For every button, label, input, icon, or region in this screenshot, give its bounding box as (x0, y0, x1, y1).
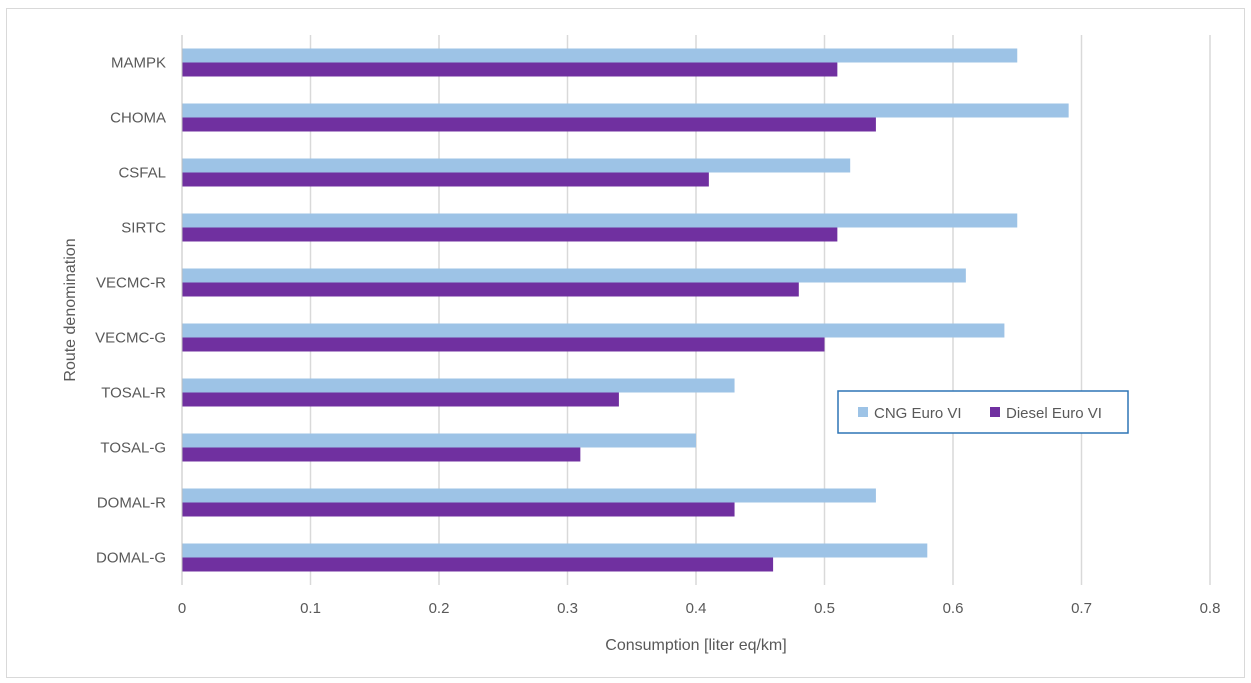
bars (182, 48, 1069, 572)
x-axis-title: Consumption [liter eq/km] (605, 637, 786, 654)
legend: CNG Euro VI Diesel Euro VI (837, 390, 1129, 434)
bar-diesel (182, 447, 581, 462)
bar-diesel (182, 392, 619, 407)
bar-cng (182, 48, 1018, 63)
category-label: CHOMA (110, 110, 166, 127)
x-tick-label: 0 (178, 600, 186, 617)
bar-cng (182, 268, 966, 283)
category-label: CSFAL (118, 165, 166, 182)
category-label: SIRTC (121, 220, 166, 237)
legend-label-diesel: Diesel Euro VI (1006, 405, 1102, 422)
x-tick-label: 0.1 (300, 600, 321, 617)
bar-cng (182, 158, 851, 173)
bar-diesel (182, 282, 799, 297)
bar-cng (182, 213, 1018, 228)
x-tick-label: 0.4 (686, 600, 707, 617)
bar-cng (182, 543, 928, 558)
x-tick-label: 0.5 (814, 600, 835, 617)
bar-diesel (182, 227, 838, 242)
bar-diesel (182, 337, 825, 352)
category-label: DOMAL-G (96, 550, 166, 567)
legend-label-cng: CNG Euro VI (874, 405, 962, 422)
bar-cng (182, 488, 876, 503)
category-label: VECMC-G (95, 330, 166, 347)
category-label: TOSAL-R (101, 385, 166, 402)
legend-swatch-cng (858, 407, 868, 417)
x-tick-label: 0.7 (1071, 600, 1092, 617)
legend-swatch-diesel (990, 407, 1000, 417)
category-label: MAMPK (111, 55, 166, 72)
x-tick-label: 0.3 (557, 600, 578, 617)
x-tick-label: 0.8 (1200, 600, 1221, 617)
legend-box (837, 390, 1129, 434)
category-label: DOMAL-R (97, 495, 166, 512)
y-axis-title: Route denomination (62, 238, 79, 381)
bar-cng (182, 433, 696, 448)
bar-diesel (182, 117, 876, 132)
x-tick-label: 0.2 (429, 600, 450, 617)
bar-diesel (182, 62, 838, 77)
bar-diesel (182, 557, 774, 572)
bar-cng (182, 323, 1005, 338)
x-tick-labels: 0 0.1 0.2 0.3 0.4 0.5 0.6 0.7 0.8 (178, 600, 1221, 617)
bar-diesel (182, 502, 735, 517)
bar-cng (182, 378, 735, 393)
x-tick-label: 0.6 (943, 600, 964, 617)
category-label: TOSAL-G (100, 440, 166, 457)
bar-cng (182, 103, 1069, 118)
category-label: VECMC-R (96, 275, 166, 292)
category-labels: DOMAL-G DOMAL-R TOSAL-G TOSAL-R VECMC-G VECMC… (95, 55, 166, 567)
bar-diesel (182, 172, 709, 187)
